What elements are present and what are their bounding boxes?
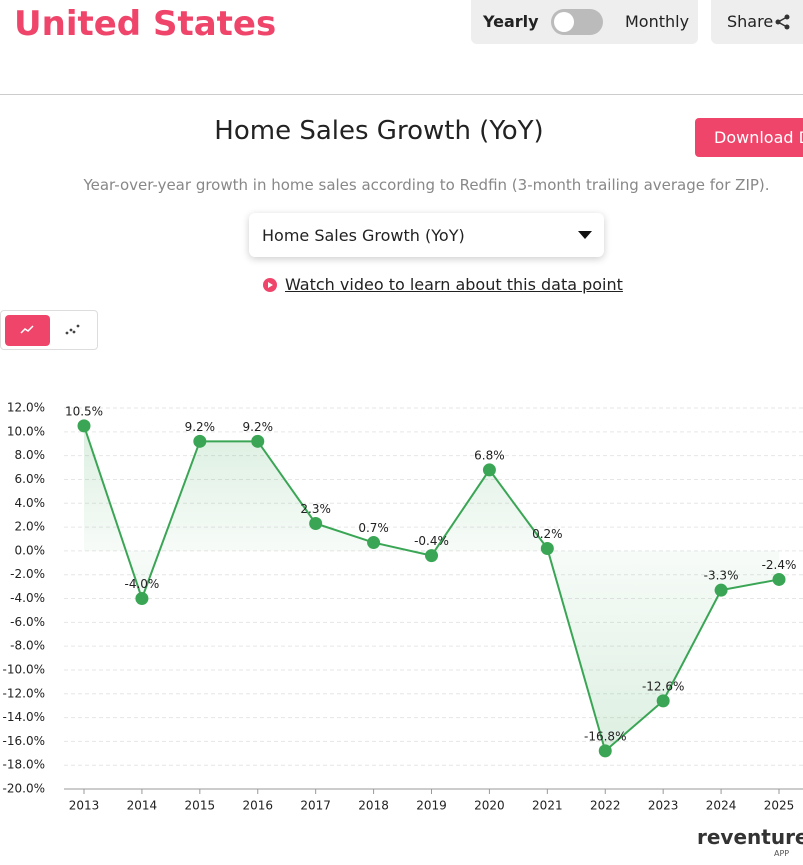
point (482, 463, 496, 477)
brand-logo: reventure (697, 825, 803, 849)
line-chart-button[interactable] (5, 315, 50, 346)
y-tick-label: 2.0% (15, 520, 46, 534)
subtitle: Year-over-year growth in home sales acco… (83, 176, 770, 194)
point (772, 572, 786, 586)
y-tick-label: -8.0% (10, 639, 45, 653)
point (714, 583, 728, 597)
data-label: -0.4% (414, 534, 449, 548)
location-title: United States (14, 4, 277, 44)
point (598, 744, 612, 758)
data-label: 0.7% (358, 521, 389, 535)
data-label: -3.3% (704, 569, 739, 583)
point (251, 434, 265, 448)
y-tick-label: -12.0% (3, 686, 45, 700)
data-label: 9.2% (185, 420, 216, 434)
scatter-button[interactable] (65, 324, 81, 336)
x-tick-label: 2021 (532, 799, 563, 813)
y-tick-label: 6.0% (15, 472, 46, 486)
x-tick-label: 2023 (648, 799, 679, 813)
play-icon (263, 278, 277, 292)
point (77, 419, 91, 433)
x-tick-label: 2013 (69, 799, 100, 813)
toggle-label: Yearly (483, 12, 539, 31)
share-label: Share (727, 12, 774, 31)
share-icon (775, 14, 790, 30)
divider (0, 94, 803, 95)
x-tick-label: 2024 (706, 799, 737, 813)
y-tick-label: -4.0% (10, 591, 45, 605)
point (135, 592, 149, 605)
x-tick-label: 2018 (358, 799, 389, 813)
data-label: 10.5% (65, 404, 103, 418)
toggle-label: Monthly (625, 12, 690, 31)
brand-tag: APP (774, 849, 790, 858)
chart-title: Home Sales Growth (YoY) (214, 116, 544, 146)
y-tick-label: -14.0% (3, 710, 45, 724)
data-label: -4.0% (125, 577, 160, 591)
y-tick-label: 4.0% (15, 496, 46, 510)
chart: -20.0% -18.0% -16.0% -14.0% -12.0% -10.0% -8.0… (3, 401, 803, 813)
data-label: 9.2% (243, 420, 274, 434)
point (309, 516, 323, 530)
y-tick-label: 8.0% (15, 448, 46, 462)
data-label: 0.2% (532, 527, 563, 541)
data-label: -2.4% (762, 558, 797, 572)
toggle-switch[interactable] (551, 9, 603, 35)
period-toggle[interactable]: Yearly Monthly (471, 0, 698, 44)
metric-dropdown[interactable]: Home Sales Growth (YoY) (249, 213, 604, 257)
y-tick-label: 12.0% (7, 401, 45, 415)
point (425, 549, 438, 563)
chart-type-switch (0, 310, 98, 350)
data-label: 6.8% (474, 448, 505, 462)
download-button[interactable]: Download Data (695, 118, 803, 157)
data-label: -16.8% (584, 729, 626, 743)
y-tick-label: -18.0% (3, 758, 45, 772)
y-tick-label: -2.0% (10, 567, 45, 581)
dropdown-arrow (578, 231, 592, 239)
line-icon (20, 325, 34, 334)
x-tick-label: 2016 (242, 799, 273, 813)
x-tick-label: 2025 (764, 799, 795, 813)
toggle-knob (554, 12, 574, 32)
y-tick-label: 10.0% (7, 424, 45, 438)
point (193, 434, 207, 448)
dropdown-label: Home Sales Growth (YoY) (262, 226, 465, 245)
area (84, 425, 779, 751)
video-link[interactable]: Watch video to learn about this data poi… (285, 275, 623, 294)
y-tick-label: -10.0% (3, 662, 45, 676)
x-tick-label: 2017 (300, 799, 331, 813)
data-label: 2.3% (300, 502, 331, 516)
share-button[interactable]: Share (711, 0, 803, 44)
point (540, 541, 554, 555)
x-tick-label: 2014 (127, 799, 158, 813)
x-tick-label: 2020 (474, 799, 505, 813)
point (367, 536, 381, 550)
x-tick-label: 2019 (416, 799, 447, 813)
data-label: -12.6% (642, 679, 684, 693)
x-tick-label: 2015 (185, 799, 216, 813)
y-tick-label: -16.0% (3, 734, 45, 748)
x-tick-label: 2022 (590, 799, 621, 813)
y-tick-label: -20.0% (3, 782, 45, 796)
y-tick-label: 0.0% (15, 543, 46, 557)
y-tick-label: -6.0% (10, 615, 45, 629)
point (656, 694, 670, 708)
